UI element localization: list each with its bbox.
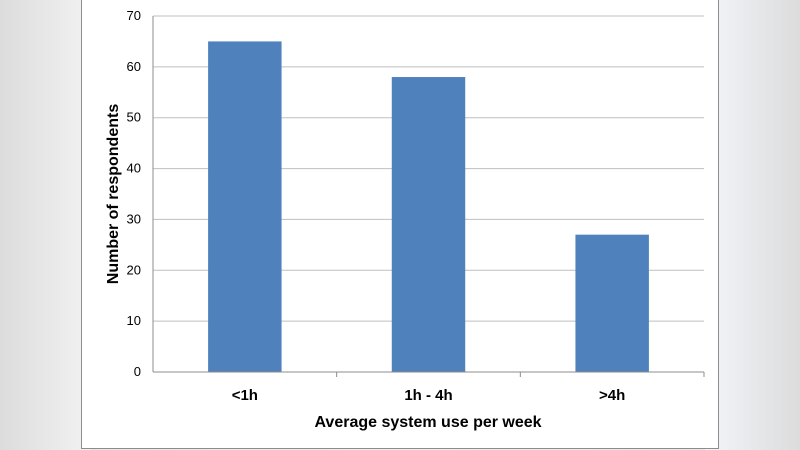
y-axis-title: Number of respondents: [105, 104, 122, 285]
axes: [152, 16, 704, 373]
x-tick-label: <1h: [232, 387, 258, 404]
y-tick-labels: 0 10 20 30 40 50 60 70: [127, 8, 141, 379]
y-tick-label: 20: [127, 262, 141, 277]
x-tick-labels: <1h 1h - 4h >4h: [232, 372, 705, 404]
bar: [391, 77, 466, 373]
x-tick-label: 1h - 4h: [404, 387, 452, 404]
y-tick-label: 40: [127, 161, 141, 176]
bars: [208, 41, 649, 373]
x-tick-label: >4h: [599, 387, 625, 404]
x-axis-title: Average system use per week: [314, 414, 541, 431]
y-tick-label: 60: [127, 59, 141, 74]
y-tick-label: 0: [134, 364, 141, 379]
y-tick-label: 50: [127, 110, 141, 125]
background-right: [705, 0, 800, 450]
bar: [575, 234, 649, 372]
bar: [208, 41, 282, 373]
background-left: [0, 0, 90, 450]
y-tick-label: 10: [127, 313, 141, 328]
y-tick-label: 30: [127, 211, 141, 226]
y-tick-label: 70: [127, 8, 141, 23]
